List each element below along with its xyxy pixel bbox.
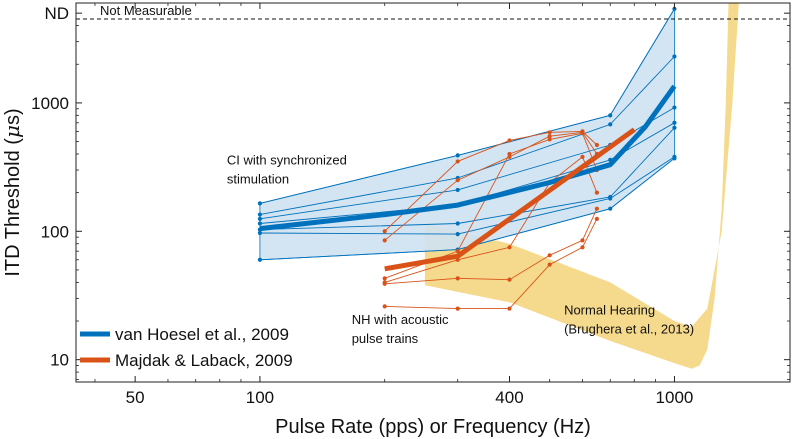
ci-subject-point-4-1 — [257, 221, 263, 226]
ci-subject-point-1-1 — [257, 201, 263, 206]
nh-subject-point-3-1 — [382, 276, 387, 281]
y-axis-title: ITD Threshold (μs) — [0, 108, 24, 276]
ci-subject-point-1-3 — [608, 113, 613, 118]
normal-hearing-band — [424, 3, 739, 369]
nh-subject-point-5-6 — [594, 206, 599, 211]
y-tick-label-1000: 1000 — [31, 94, 69, 113]
ci-annotation-line-2: stimulation — [227, 172, 289, 187]
ci-subject-line-7 — [259, 157, 675, 261]
ci-subject-line-3 — [259, 107, 675, 220]
nh-subject-point-5-5 — [580, 238, 585, 243]
nh-subject-point-5-2 — [455, 276, 460, 281]
nh-subject-point-2-2 — [455, 178, 460, 183]
nh-annotation-line-2: pulse trains — [352, 331, 419, 346]
nh-subject-point-1-1 — [382, 229, 387, 234]
ci-subject-point-1-2 — [455, 153, 460, 158]
ci-subject-line-6 — [259, 156, 675, 235]
nh-subject-point-4-5 — [580, 154, 585, 159]
normal-hearing-annotation-line-2: (Brughera et al., 2013) — [564, 321, 694, 336]
ci-subject-line-5 — [259, 127, 675, 231]
ci-annotation-line-1: CI with synchronized — [227, 153, 347, 168]
legend-label-majdak-laback: Majdak & Laback, 2009 — [115, 351, 293, 370]
ci-subject-point-5-2 — [455, 221, 460, 226]
nh-subject-point-6-5 — [580, 245, 585, 250]
ci-subject-line-4 — [259, 122, 675, 224]
ci-subject-point-5-4 — [672, 125, 677, 130]
nh-subject-point-4-3 — [507, 245, 512, 250]
nh-subject-line-3 — [384, 132, 598, 279]
y-axis-title-prefix: ITD Threshold ( — [2, 138, 24, 277]
y-axis-title-mu: μ — [0, 125, 24, 138]
nh-subject-point-1-6 — [594, 142, 599, 148]
ci-subject-point-3-4 — [672, 105, 677, 110]
nh-subject-line-5 — [384, 208, 598, 285]
ci-subject-point-6-3 — [608, 196, 613, 201]
nh-subject-point-1-4 — [547, 130, 552, 135]
nh-subject-point-1-3 — [507, 138, 512, 143]
subject-lines-layer — [257, 6, 677, 311]
not-measurable-label: Not Measurable — [100, 3, 192, 18]
nh-subject-point-3-5 — [580, 131, 585, 136]
nh-subject-point-5-1 — [382, 281, 387, 286]
nh-subject-point-5-3 — [507, 277, 512, 282]
nh-subject-point-6-4 — [547, 262, 552, 267]
ci-subject-point-6-2 — [455, 232, 460, 237]
nh-subject-point-3-4 — [547, 137, 552, 142]
y-tick-label-100: 100 — [41, 222, 69, 241]
nh-subject-point-6-2 — [455, 306, 460, 311]
x-tick-label-50: 50 — [126, 388, 145, 407]
y-axis-title-suffix: s) — [2, 108, 24, 125]
nh-subject-point-6-6 — [594, 216, 599, 221]
ci-subject-point-7-4 — [672, 156, 677, 161]
ci-subject-point-3-2 — [455, 187, 460, 193]
y-tick-label-10: 10 — [50, 351, 69, 370]
nh-subject-point-2-4 — [547, 134, 552, 139]
mean-line-majdak-laback — [384, 127, 636, 272]
ci-subject-point-7-3 — [608, 206, 613, 211]
normal-hearing-annotation-line-1: Normal Hearing — [564, 302, 655, 317]
mean-line-van-hoesel — [259, 84, 677, 232]
ci-subject-point-4-4 — [672, 120, 677, 125]
ci-subject-point-2-1 — [257, 212, 263, 217]
annotations-layer: Not Measurable CI with synchronized stimul… — [100, 3, 694, 346]
x-tick-label-400: 400 — [495, 388, 523, 407]
nh-subject-point-6-1 — [382, 304, 387, 309]
legend-label-van-hoesel: van Hoesel et al., 2009 — [115, 325, 289, 344]
x-tick-label-100: 100 — [246, 388, 274, 407]
ci-subject-point-7-1 — [257, 257, 263, 262]
ci-subject-point-3-1 — [257, 216, 263, 221]
nh-subject-point-4-6 — [594, 190, 599, 195]
nh-subject-line-1 — [384, 130, 598, 232]
nh-annotation-line-1: NH with acoustic — [352, 312, 449, 327]
nh-subject-point-3-2 — [455, 249, 460, 254]
ci-subject-line-2 — [259, 56, 675, 216]
ci-subject-point-2-4 — [672, 54, 677, 59]
legend: van Hoesel et al., 2009 Majdak & Laback, … — [80, 325, 293, 370]
nh-subject-point-6-3 — [507, 306, 512, 311]
y-tick-label-ND: ND — [44, 4, 69, 23]
nh-subject-point-2-1 — [382, 238, 387, 243]
nh-subject-point-1-2 — [455, 159, 460, 164]
x-tick-label-1000: 1000 — [656, 388, 694, 407]
mean-lines-layer — [259, 84, 677, 272]
x-axis-title: Pulse Rate (pps) or Frequency (Hz) — [275, 416, 591, 438]
ci-subject-point-6-1 — [257, 230, 263, 236]
nh-subject-line-6 — [384, 218, 598, 310]
nh-subject-point-5-4 — [547, 253, 552, 258]
nh-subject-point-3-3 — [507, 151, 512, 157]
ci-subject-point-2-3 — [608, 122, 613, 127]
